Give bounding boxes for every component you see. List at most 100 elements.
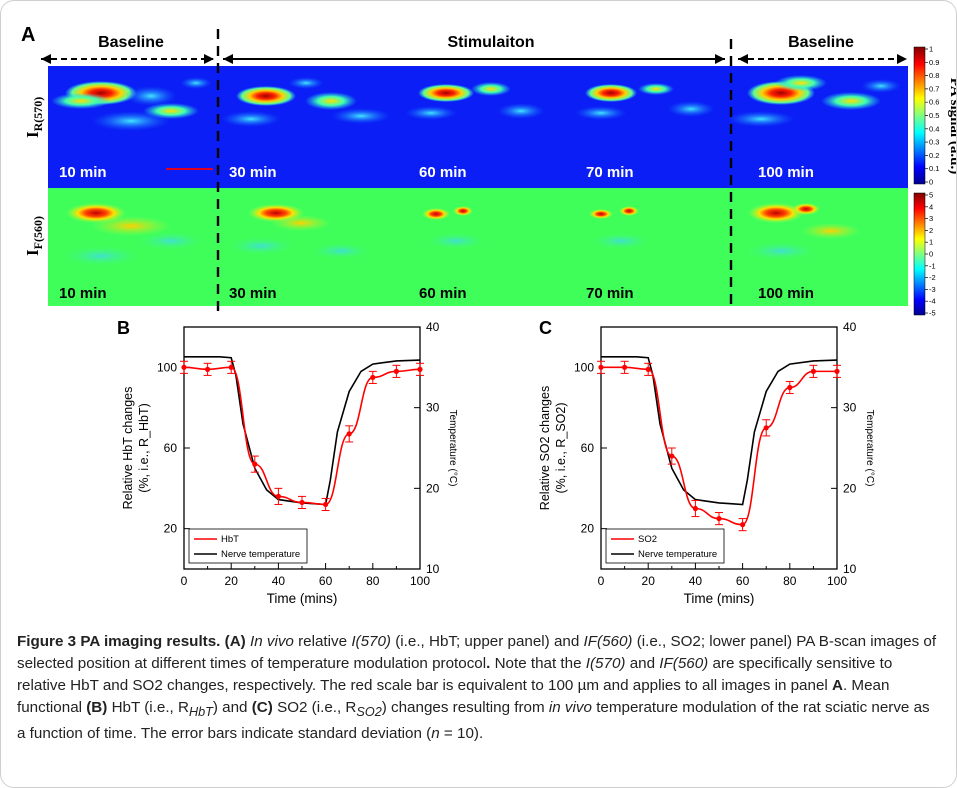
row-label-ir570: IR(570) xyxy=(23,97,45,138)
y-left-axis-label: Relative SO2 changes xyxy=(538,386,552,510)
caption-text: ) and xyxy=(212,699,248,716)
data-point xyxy=(393,368,399,374)
caption-text: (i.e., SO2; lower panel) PA B-scan image… xyxy=(17,633,937,672)
colorbar-bottom-ticks: 5 4 3 2 1 0 -1 -2 -3 -4 -5 xyxy=(925,191,936,318)
data-point xyxy=(810,368,817,374)
colorbar-tick-label: 0.2 xyxy=(929,151,939,160)
caption-figure-number: Figure 3 xyxy=(17,633,77,650)
x-tick-label: 60 xyxy=(736,574,750,588)
data-point xyxy=(763,425,769,431)
data-point xyxy=(622,364,628,370)
y-right-tick-label: 40 xyxy=(843,320,857,334)
caption-text: = 10). xyxy=(443,725,484,743)
x-tick-label: 80 xyxy=(366,574,380,588)
data-point xyxy=(692,505,699,512)
data-point xyxy=(323,501,329,508)
colorbar-tick-label: 1 xyxy=(929,238,933,247)
x-tick-label: 20 xyxy=(225,574,239,588)
x-axis-label: Time (mins) xyxy=(684,591,755,606)
panel-c-letter: C xyxy=(539,318,552,338)
data-point xyxy=(598,364,604,370)
time-labels-bottom: 10 min 30 min 60 min 70 min 100 min xyxy=(59,285,814,302)
y-right-tick-label: 10 xyxy=(843,562,857,576)
colorbar-tick-label: 0.7 xyxy=(929,84,939,93)
data-point xyxy=(346,431,352,437)
colorbar-tick-label: 0.1 xyxy=(929,164,939,173)
data-point xyxy=(716,515,722,522)
temperature-line xyxy=(184,356,421,506)
time-labels-top: 10 min 30 min 60 min 70 min 100 min xyxy=(59,164,814,181)
colorbar-top-ticks: 1 0.9 0.8 0.7 0.6 0.5 0.4 0.3 0.2 0.1 0 xyxy=(925,45,939,187)
colorbar-tick-label: 0 xyxy=(929,250,933,259)
x-tick-label: 80 xyxy=(783,574,797,588)
time-label: 70 min xyxy=(586,164,634,181)
data-point xyxy=(181,364,187,370)
y-right-tick-label: 20 xyxy=(426,481,440,495)
x-tick-label: 0 xyxy=(598,574,605,588)
y-left-tick-label: 20 xyxy=(581,522,595,536)
data-point xyxy=(275,493,281,499)
colorbar-tick-label: 4 xyxy=(929,202,933,211)
y-right-tick-label: 10 xyxy=(426,562,440,576)
legend-entry: Nerve temperature xyxy=(221,549,300,560)
time-label: 10 min xyxy=(59,164,107,181)
y-left-axis-label-2: (%, i.e., R_HbT) xyxy=(137,403,151,493)
y-left-tick-label: 100 xyxy=(157,360,177,374)
series-line xyxy=(601,366,837,526)
colorbar-tick-label: 3 xyxy=(929,214,933,223)
y-right-tick-label: 30 xyxy=(843,401,857,415)
caption-panel-b: (B) xyxy=(86,699,108,716)
caption-sub: HbT xyxy=(188,705,213,720)
colorbar-tick-label: -5 xyxy=(929,309,936,318)
caption-i570: I(570) xyxy=(585,655,626,672)
caption-panel-a: (A) xyxy=(224,633,246,650)
row-label-if560: IF(560) xyxy=(23,216,45,256)
y-right-tick-label: 30 xyxy=(426,401,440,415)
phase-label-baseline-2: Baseline xyxy=(788,34,854,51)
data-point xyxy=(787,384,793,391)
caption-text: Note that the xyxy=(494,655,582,672)
colorbar-tick-label: 5 xyxy=(929,191,933,200)
colorbar-top xyxy=(913,46,926,185)
y-right-axis-label: Temperature (°C) xyxy=(864,410,875,487)
colorbar-label: PA signal (a.u.) xyxy=(947,78,957,174)
time-label: 70 min xyxy=(586,285,634,302)
x-axis-label: Time (mins) xyxy=(267,591,338,606)
arrow-heads xyxy=(41,54,907,64)
colorbar-tick-label: 1 xyxy=(929,45,933,54)
phase-label-baseline-1: Baseline xyxy=(98,34,164,51)
time-label: 30 min xyxy=(229,164,277,181)
colorbar-tick-label: 0.5 xyxy=(929,111,939,120)
caption-text: (i.e., HbT; upper panel) and xyxy=(395,633,580,650)
colorbar-tick-label: 0.4 xyxy=(929,124,939,133)
x-tick-label: 100 xyxy=(410,574,430,588)
time-label: 60 min xyxy=(419,285,467,302)
colorbar-tick-label: 0 xyxy=(929,178,933,187)
data-point xyxy=(228,364,234,370)
colorbar-tick-label: 0.8 xyxy=(929,71,939,80)
colorbar-tick-label: 0.9 xyxy=(929,58,939,67)
y-left-axis-label: Relative HbT changes xyxy=(121,387,135,510)
so2-blobs xyxy=(61,203,861,266)
phase-label-stimulation: Stimulaiton xyxy=(447,34,534,51)
phase-separators xyxy=(216,29,733,311)
hbt-blobs xyxy=(51,75,901,131)
time-label: 10 min xyxy=(59,285,107,302)
y-left-tick-label: 100 xyxy=(574,360,594,374)
colorbar-bottom xyxy=(913,192,926,316)
colorbar-tick-label: -2 xyxy=(929,273,936,282)
series-line xyxy=(183,366,421,506)
legend-box xyxy=(188,528,308,564)
x-tick-label: 0 xyxy=(181,574,188,588)
caption-i570: I(570) xyxy=(351,633,391,650)
legend-entry: SO2 xyxy=(638,534,657,545)
legend-entry: HbT xyxy=(221,534,239,545)
data-point xyxy=(669,453,675,459)
data-point xyxy=(370,374,376,381)
caption-text: temperature modulation of the rat sciati… xyxy=(17,699,930,743)
caption-sub: SO2 xyxy=(356,705,382,720)
time-label: 100 min xyxy=(758,285,814,302)
temperature-line xyxy=(601,356,838,506)
